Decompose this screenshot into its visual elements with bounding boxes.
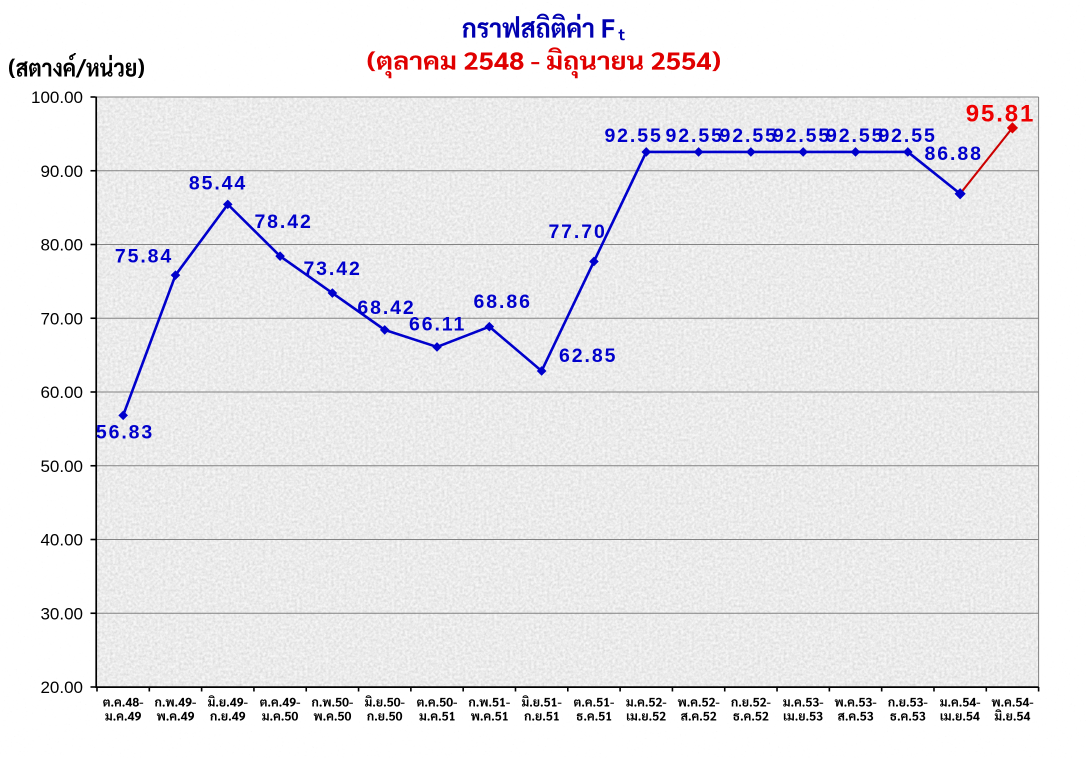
svg-text:30.00: 30.00 bbox=[40, 604, 83, 623]
svg-text:62.85: 62.85 bbox=[559, 345, 617, 367]
svg-text:85.44: 85.44 bbox=[189, 173, 247, 195]
svg-text:92.55: 92.55 bbox=[666, 125, 724, 147]
svg-text:70.00: 70.00 bbox=[40, 309, 83, 328]
svg-text:78.42: 78.42 bbox=[254, 211, 312, 233]
svg-text:92.55: 92.55 bbox=[826, 125, 884, 147]
svg-text:68.42: 68.42 bbox=[357, 297, 415, 319]
svg-text:86.88: 86.88 bbox=[925, 143, 983, 165]
svg-text:73.42: 73.42 bbox=[303, 258, 361, 280]
svg-text:77.70: 77.70 bbox=[548, 221, 606, 243]
svg-text:90.00: 90.00 bbox=[40, 162, 83, 181]
svg-text:50.00: 50.00 bbox=[40, 457, 83, 476]
svg-text:60.00: 60.00 bbox=[40, 383, 83, 402]
svg-text:80.00: 80.00 bbox=[40, 236, 83, 255]
svg-text:20.00: 20.00 bbox=[40, 678, 83, 697]
svg-text:92.55: 92.55 bbox=[604, 125, 662, 147]
svg-text:75.84: 75.84 bbox=[115, 246, 173, 268]
svg-text:95.81: 95.81 bbox=[966, 101, 1036, 128]
svg-text:56.83: 56.83 bbox=[96, 422, 154, 444]
svg-text:40.00: 40.00 bbox=[40, 531, 83, 550]
svg-text:92.55: 92.55 bbox=[878, 125, 936, 147]
svg-text:92.55: 92.55 bbox=[720, 125, 778, 147]
svg-text:68.86: 68.86 bbox=[474, 291, 532, 313]
svg-text:66.11: 66.11 bbox=[409, 314, 466, 336]
svg-text:92.55: 92.55 bbox=[773, 125, 831, 147]
svg-text:100.00: 100.00 bbox=[31, 88, 83, 107]
